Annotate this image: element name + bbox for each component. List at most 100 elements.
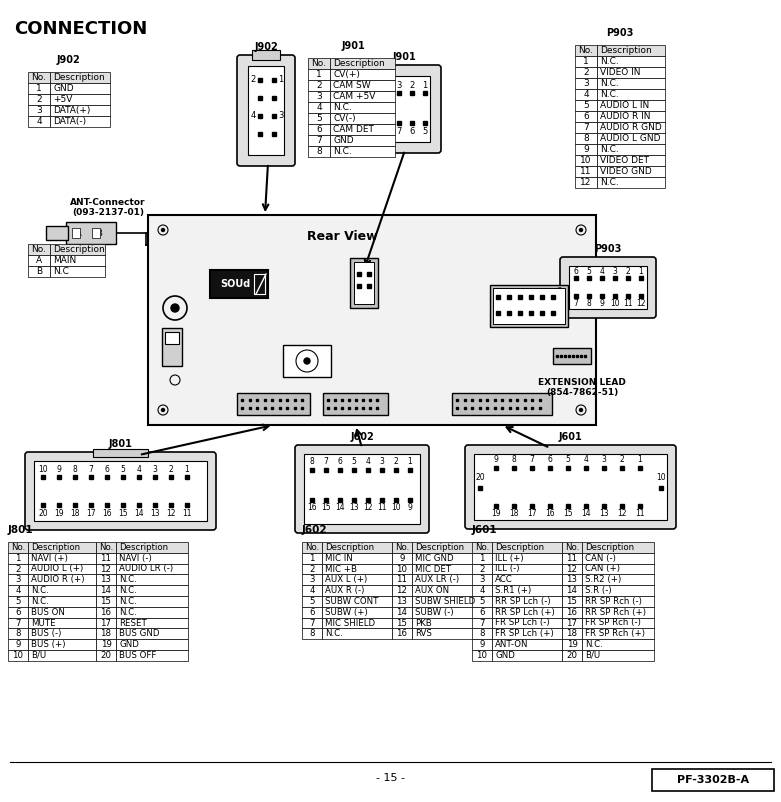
Bar bbox=[412, 574, 484, 585]
Text: MAIN: MAIN bbox=[53, 256, 77, 265]
Bar bbox=[323, 393, 388, 415]
Bar bbox=[472, 629, 492, 639]
Bar bbox=[28, 94, 50, 105]
Text: 7: 7 bbox=[480, 618, 485, 627]
Text: 15: 15 bbox=[563, 509, 572, 519]
Text: N.C.: N.C. bbox=[600, 57, 619, 66]
Bar bbox=[575, 111, 597, 122]
Text: No.: No. bbox=[312, 59, 326, 68]
Bar bbox=[330, 102, 395, 113]
Bar bbox=[330, 80, 395, 91]
Bar bbox=[8, 553, 28, 564]
Text: GND: GND bbox=[495, 651, 515, 660]
Bar bbox=[308, 124, 330, 135]
Bar bbox=[597, 122, 665, 133]
Text: 1: 1 bbox=[36, 84, 42, 93]
Text: 15: 15 bbox=[321, 504, 331, 512]
Bar bbox=[96, 618, 116, 629]
Text: 15: 15 bbox=[397, 618, 408, 627]
FancyBboxPatch shape bbox=[560, 257, 656, 318]
Bar bbox=[492, 585, 562, 596]
Bar bbox=[96, 564, 116, 574]
Bar bbox=[562, 596, 582, 607]
Bar bbox=[8, 585, 28, 596]
Bar bbox=[28, 639, 96, 650]
Bar bbox=[8, 574, 28, 585]
Text: N.C.: N.C. bbox=[119, 586, 137, 595]
Text: 12: 12 bbox=[363, 504, 373, 512]
Text: 19: 19 bbox=[566, 640, 577, 649]
Bar bbox=[492, 607, 562, 618]
Text: VIDEO IN: VIDEO IN bbox=[600, 68, 640, 77]
Bar bbox=[412, 553, 484, 564]
Text: 13: 13 bbox=[599, 509, 609, 519]
Text: AUDIO R IN: AUDIO R IN bbox=[600, 112, 651, 121]
Text: 8: 8 bbox=[16, 630, 21, 638]
Text: MIC DET: MIC DET bbox=[415, 565, 451, 573]
Text: Description: Description bbox=[600, 46, 652, 55]
Text: 2: 2 bbox=[394, 457, 398, 467]
Bar bbox=[28, 564, 96, 574]
Text: PF-3302B-A: PF-3302B-A bbox=[677, 775, 749, 785]
Text: 11: 11 bbox=[377, 504, 387, 512]
Bar bbox=[597, 166, 665, 177]
Text: RR SP Rch (+): RR SP Rch (+) bbox=[585, 608, 646, 617]
Bar bbox=[96, 553, 116, 564]
Bar bbox=[330, 124, 395, 135]
Text: 10: 10 bbox=[580, 156, 592, 165]
Bar bbox=[302, 607, 322, 618]
Bar bbox=[96, 542, 116, 553]
Text: SOUd: SOUd bbox=[220, 279, 250, 289]
Bar bbox=[474, 454, 667, 520]
Text: DATA(+): DATA(+) bbox=[53, 106, 91, 115]
Bar bbox=[302, 629, 322, 639]
Bar bbox=[350, 258, 378, 308]
Text: J801: J801 bbox=[8, 525, 34, 535]
FancyBboxPatch shape bbox=[465, 445, 676, 529]
Bar bbox=[597, 111, 665, 122]
Text: 2: 2 bbox=[626, 266, 630, 276]
Text: 16: 16 bbox=[566, 608, 577, 617]
Bar bbox=[28, 650, 96, 661]
Text: 3: 3 bbox=[380, 457, 384, 467]
Bar bbox=[597, 155, 665, 166]
Text: 16: 16 bbox=[102, 508, 112, 517]
Text: Description: Description bbox=[415, 543, 464, 552]
Text: No.: No. bbox=[565, 543, 580, 552]
Bar bbox=[562, 629, 582, 639]
Bar bbox=[116, 607, 188, 618]
Text: J602: J602 bbox=[350, 432, 374, 442]
Text: 4: 4 bbox=[36, 117, 42, 126]
Text: No.: No. bbox=[31, 73, 47, 82]
Text: 6: 6 bbox=[480, 608, 485, 617]
Text: 6: 6 bbox=[583, 112, 589, 121]
Bar bbox=[575, 45, 597, 56]
Bar bbox=[330, 146, 395, 157]
Text: 9: 9 bbox=[600, 298, 604, 307]
Text: N.C.: N.C. bbox=[119, 575, 137, 585]
Bar bbox=[50, 72, 110, 83]
Bar bbox=[582, 564, 654, 574]
Text: GND: GND bbox=[333, 136, 354, 145]
Bar bbox=[562, 585, 582, 596]
Bar bbox=[96, 650, 116, 661]
Bar bbox=[148, 215, 596, 425]
Text: J602: J602 bbox=[302, 525, 327, 535]
Text: P903: P903 bbox=[606, 28, 633, 38]
Text: 1: 1 bbox=[583, 57, 589, 66]
Bar bbox=[392, 574, 412, 585]
Text: 1: 1 bbox=[278, 75, 284, 84]
Text: 13: 13 bbox=[349, 504, 358, 512]
Bar bbox=[8, 629, 28, 639]
Text: BUS (-): BUS (-) bbox=[31, 630, 62, 638]
Text: 12: 12 bbox=[397, 586, 408, 595]
Bar bbox=[308, 146, 330, 157]
Text: 5: 5 bbox=[583, 101, 589, 110]
Text: 12: 12 bbox=[166, 508, 176, 517]
Text: N.C.: N.C. bbox=[600, 178, 619, 187]
Text: 11: 11 bbox=[580, 167, 592, 176]
Text: 1: 1 bbox=[480, 553, 485, 563]
FancyBboxPatch shape bbox=[25, 452, 216, 530]
Bar bbox=[96, 629, 116, 639]
Text: 5: 5 bbox=[309, 597, 315, 606]
